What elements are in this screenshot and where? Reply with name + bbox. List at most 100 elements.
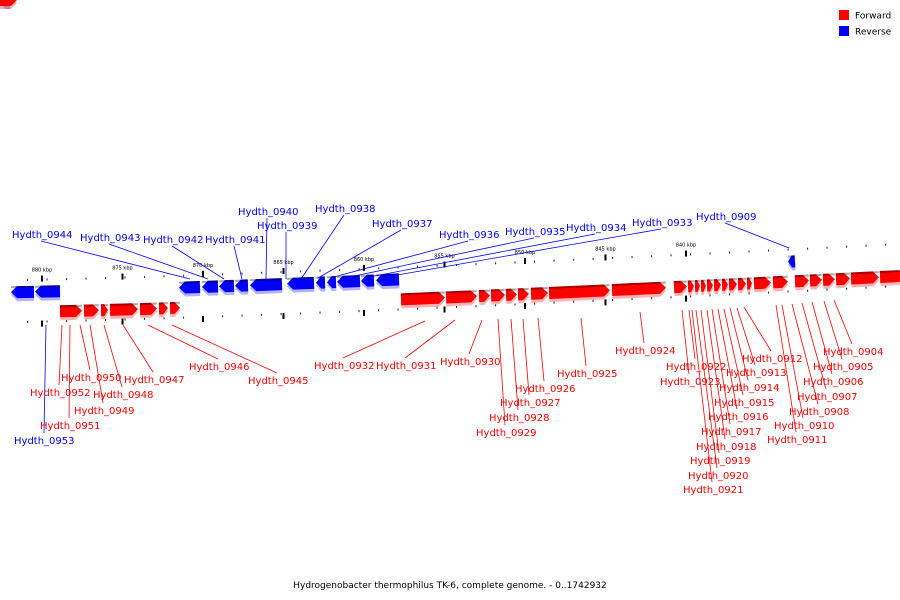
- gene-label-Hydth_0908[interactable]: Hydth_0908: [789, 407, 850, 418]
- gene-arrow-Hydth_0949[interactable]: [109, 303, 139, 319]
- gene-arrow-Hydth_0935[interactable]: [360, 274, 375, 290]
- gene-label-Hydth_0927[interactable]: Hydth_0927: [500, 398, 561, 409]
- gene-arrow-Hydth_0922[interactable]: [687, 280, 695, 296]
- gene-arrow-Hydth_0924[interactable]: [611, 281, 667, 300]
- gene-arrow-Hydth_0909[interactable]: [787, 255, 796, 271]
- gene-label-Hydth_0926[interactable]: Hydth_0926: [515, 384, 576, 395]
- gene-label-Hydth_0905[interactable]: Hydth_0905: [813, 362, 874, 373]
- gene-label-Hydth_0907[interactable]: Hydth_0907: [797, 392, 858, 403]
- gene-arrow-Hydth_0923[interactable]: [673, 280, 688, 297]
- gene-arrow-Hydth_0951[interactable]: [83, 304, 100, 320]
- gene-label-Hydth_0917[interactable]: Hydth_0917: [701, 427, 762, 438]
- gene-label-Hydth_0947[interactable]: Hydth_0947: [124, 375, 185, 386]
- gene-arrow-Hydth_0938[interactable]: [315, 276, 326, 292]
- gene-arrow-Hydth_0943[interactable]: [201, 280, 219, 296]
- gene-arrow-Hydth_0918[interactable]: [713, 278, 722, 295]
- gene-arrow-partial[interactable]: [0, 0, 17, 9]
- gene-label-Hydth_0918[interactable]: Hydth_0918: [696, 442, 757, 453]
- gene-arrow-Hydth_0931[interactable]: [445, 290, 478, 307]
- gene-arrow-Hydth_0910[interactable]: [809, 273, 823, 290]
- gene-arrow-Hydth_0920[interactable]: [700, 279, 707, 295]
- gene-label-Hydth_0921[interactable]: Hydth_0921: [683, 485, 744, 496]
- gene-arrow-Hydth_0913[interactable]: [753, 276, 772, 293]
- gene-arrow-Hydth_0908[interactable]: [822, 273, 836, 289]
- gene-arrow-edge: [746, 277, 752, 280]
- gene-label-Hydth_0934[interactable]: Hydth_0934: [566, 223, 627, 234]
- gene-label-Hydth_0931[interactable]: Hydth_0931: [376, 361, 437, 372]
- gene-arrow-Hydth_0930[interactable]: [478, 289, 491, 306]
- gene-label-Hydth_0951[interactable]: Hydth_0951: [40, 421, 101, 432]
- gene-label-Hydth_0943[interactable]: Hydth_0943: [80, 233, 141, 244]
- gene-arrow-Hydth_0939[interactable]: [286, 276, 315, 293]
- gene-label-Hydth_0941[interactable]: Hydth_0941: [205, 235, 266, 246]
- gene-arrow-Hydth_0932[interactable]: [400, 291, 446, 309]
- gene-label-Hydth_0920[interactable]: Hydth_0920: [688, 471, 749, 482]
- gene-arrow-Hydth_0917[interactable]: [721, 278, 729, 294]
- gene-label-Hydth_0944[interactable]: Hydth_0944: [12, 230, 73, 241]
- gene-arrow-Hydth_0905[interactable]: [879, 269, 900, 287]
- gene-label-Hydth_0938[interactable]: Hydth_0938: [315, 204, 376, 215]
- gene-label-Hydth_0940[interactable]: Hydth_0940: [238, 207, 299, 218]
- gene-label-Hydth_0904[interactable]: Hydth_0904: [823, 347, 884, 358]
- gene-label-Hydth_0950[interactable]: Hydth_0950: [61, 373, 122, 384]
- gene-arrow-Hydth_0906[interactable]: [850, 271, 880, 288]
- gene-arrow-Hydth_0952[interactable]: [59, 304, 83, 321]
- gene-label-Hydth_0915[interactable]: Hydth_0915: [714, 398, 775, 409]
- gene-label-Hydth_0946[interactable]: Hydth_0946: [189, 362, 250, 373]
- gene-arrow-Hydth_0926[interactable]: [530, 287, 549, 303]
- gene-arrow-Hydth_0937[interactable]: [326, 276, 337, 292]
- gene-label-Hydth_0930[interactable]: Hydth_0930: [440, 357, 501, 368]
- gene-arrow-Hydth_0907[interactable]: [835, 272, 851, 289]
- gene-arrow-Hydth_0953[interactable]: [10, 285, 35, 302]
- gene-arrow-Hydth_0915[interactable]: [737, 277, 747, 294]
- gene-label-Hydth_0942[interactable]: Hydth_0942: [143, 235, 204, 246]
- gene-label-Hydth_0939[interactable]: Hydth_0939: [257, 221, 318, 232]
- gene-arrow-Hydth_0950[interactable]: [100, 304, 109, 320]
- gene-label-Hydth_0925[interactable]: Hydth_0925: [557, 369, 618, 380]
- gene-label-Hydth_0949[interactable]: Hydth_0949: [74, 406, 135, 417]
- gene-arrow-Hydth_0946[interactable]: [169, 301, 181, 318]
- gene-arrow-Hydth_0916[interactable]: [728, 278, 738, 294]
- gene-arrow-Hydth_0942[interactable]: [218, 279, 235, 296]
- gene-arrow-Hydth_0940[interactable]: [249, 278, 283, 295]
- gene-label-Hydth_0932[interactable]: Hydth_0932: [314, 361, 375, 372]
- gene-arrow-Hydth_0948[interactable]: [139, 302, 158, 319]
- gene-arrow-Hydth_0912[interactable]: [772, 275, 789, 292]
- gene-label-Hydth_0910[interactable]: Hydth_0910: [774, 421, 835, 432]
- gene-label-Hydth_0906[interactable]: Hydth_0906: [803, 377, 864, 388]
- gene-label-Hydth_0937[interactable]: Hydth_0937: [372, 219, 433, 230]
- gene-arrow-Hydth_0914[interactable]: [746, 277, 753, 293]
- gene-arrow-Hydth_0925[interactable]: [548, 284, 611, 302]
- gene-arrow-Hydth_0919[interactable]: [706, 279, 714, 295]
- gene-arrow-edge: [109, 303, 138, 306]
- gene-label-Hydth_0936[interactable]: Hydth_0936: [439, 230, 500, 241]
- gene-arrow-Hydth_0947[interactable]: [158, 302, 169, 318]
- gene-label-Hydth_0914[interactable]: Hydth_0914: [719, 383, 780, 394]
- gene-arrow-Hydth_0944[interactable]: [178, 281, 201, 297]
- gene-label-Hydth_0923[interactable]: Hydth_0923: [660, 377, 721, 388]
- gene-label-Hydth_0924[interactable]: Hydth_0924: [615, 346, 676, 357]
- gene-label-Hydth_0935[interactable]: Hydth_0935: [505, 227, 566, 238]
- gene-arrow-Hydth_0911[interactable]: [794, 274, 810, 291]
- gene-label-Hydth_0933[interactable]: Hydth_0933: [632, 218, 693, 229]
- gene-arrow-Hydth_0927[interactable]: [517, 287, 530, 304]
- gene-label-Hydth_0948[interactable]: Hydth_0948: [93, 390, 154, 401]
- gene-label-Hydth_0929[interactable]: Hydth_0929: [476, 428, 537, 439]
- gene-label-Hydth_0953[interactable]: Hydth_0953: [14, 436, 75, 447]
- gene-label-Hydth_0909[interactable]: Hydth_0909: [696, 212, 757, 223]
- gene-arrow-Hydth_0934[interactable]: [375, 273, 400, 290]
- gene-label-Hydth_0916[interactable]: Hydth_0916: [708, 412, 769, 423]
- gene-arrow-Hydth_0921[interactable]: [694, 279, 701, 296]
- gene-label-Hydth_0952[interactable]: Hydth_0952: [30, 388, 91, 399]
- gene-label-Hydth_0912[interactable]: Hydth_0912: [742, 354, 803, 365]
- gene-label-Hydth_0945[interactable]: Hydth_0945: [248, 376, 309, 387]
- gene-arrow-Hydth_0929[interactable]: [490, 288, 506, 305]
- gene-label-Hydth_0922[interactable]: Hydth_0922: [666, 362, 727, 373]
- gene-label-Hydth_0928[interactable]: Hydth_0928: [489, 413, 550, 424]
- gene-arrow-Hydth_0953b[interactable]: [34, 285, 61, 301]
- gene-label-Hydth_0913[interactable]: Hydth_0913: [726, 368, 787, 379]
- gene-label-Hydth_0911[interactable]: Hydth_0911: [767, 435, 828, 446]
- gene-arrow-Hydth_0928[interactable]: [505, 288, 518, 304]
- gene-arrow-Hydth_0941[interactable]: [234, 279, 249, 295]
- gene-label-Hydth_0919[interactable]: Hydth_0919: [690, 456, 751, 467]
